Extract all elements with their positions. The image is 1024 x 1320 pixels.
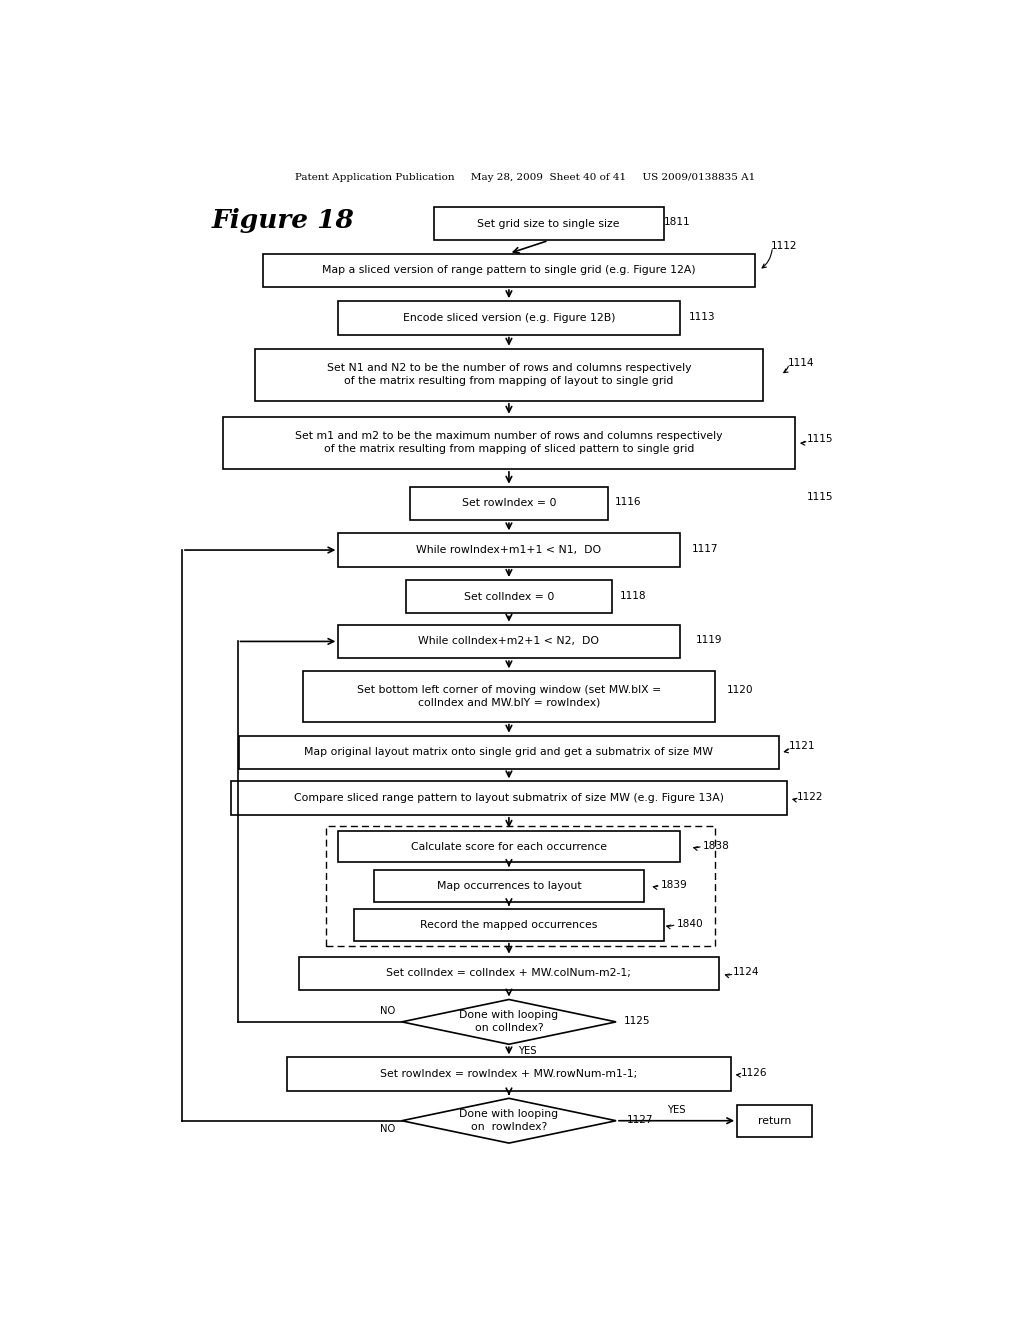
Text: 1117: 1117: [691, 544, 718, 554]
Polygon shape: [401, 1098, 616, 1143]
Text: Set colIndex = colIndex + MW.colNum-m2-1;: Set colIndex = colIndex + MW.colNum-m2-1…: [386, 969, 632, 978]
Text: 1121: 1121: [790, 741, 815, 751]
Text: 1840: 1840: [677, 919, 703, 929]
FancyBboxPatch shape: [338, 533, 680, 566]
Text: Map occurrences to layout: Map occurrences to layout: [436, 880, 582, 891]
Text: Done with looping
on colIndex?: Done with looping on colIndex?: [460, 1011, 558, 1034]
FancyBboxPatch shape: [263, 253, 755, 286]
Text: 1114: 1114: [787, 358, 814, 367]
FancyBboxPatch shape: [737, 1105, 812, 1137]
Text: return: return: [758, 1115, 792, 1126]
Text: Figure 18: Figure 18: [211, 209, 354, 234]
Text: 1120: 1120: [726, 685, 753, 694]
Text: Set N1 and N2 to be the number of rows and columns respectively
of the matrix re: Set N1 and N2 to be the number of rows a…: [327, 363, 691, 387]
Text: Map original layout matrix onto single grid and get a submatrix of size MW: Map original layout matrix onto single g…: [304, 747, 714, 758]
Text: Patent Application Publication     May 28, 2009  Sheet 40 of 41     US 2009/0138: Patent Application Publication May 28, 2…: [295, 173, 755, 182]
Text: 1112: 1112: [771, 242, 798, 251]
Text: 1115: 1115: [807, 492, 834, 502]
Text: YES: YES: [518, 1045, 537, 1056]
Text: 1839: 1839: [660, 880, 687, 890]
Text: 1126: 1126: [740, 1068, 767, 1078]
Text: Set bottom left corner of moving window (set MW.blX =
colIndex and MW.blY = rowI: Set bottom left corner of moving window …: [356, 685, 662, 708]
FancyBboxPatch shape: [239, 735, 779, 770]
Text: Set rowIndex = rowIndex + MW.rowNum-m1-1;: Set rowIndex = rowIndex + MW.rowNum-m1-1…: [380, 1069, 638, 1078]
Text: 1122: 1122: [797, 792, 823, 803]
Text: 1811: 1811: [664, 216, 690, 227]
FancyBboxPatch shape: [303, 672, 715, 722]
Text: 1127: 1127: [627, 1115, 653, 1125]
FancyBboxPatch shape: [255, 348, 763, 401]
FancyBboxPatch shape: [433, 207, 664, 240]
Text: 1113: 1113: [689, 312, 716, 322]
FancyBboxPatch shape: [338, 830, 680, 862]
FancyBboxPatch shape: [410, 487, 608, 520]
Text: Set colIndex = 0: Set colIndex = 0: [464, 591, 554, 602]
Text: Set grid size to single size: Set grid size to single size: [477, 219, 620, 228]
Text: While colIndex+m2+1 < N2,  DO: While colIndex+m2+1 < N2, DO: [419, 636, 599, 647]
Text: Set m1 and m2 to be the maximum number of rows and columns respectively
of the m: Set m1 and m2 to be the maximum number o…: [295, 432, 723, 454]
FancyBboxPatch shape: [223, 417, 795, 469]
FancyBboxPatch shape: [287, 1057, 731, 1090]
Text: 1115: 1115: [807, 434, 834, 444]
Text: NO: NO: [380, 1125, 395, 1134]
FancyBboxPatch shape: [338, 624, 680, 659]
Text: While rowIndex+m1+1 < N1,  DO: While rowIndex+m1+1 < N1, DO: [417, 545, 601, 554]
Text: NO: NO: [380, 1006, 395, 1016]
Text: 1118: 1118: [620, 591, 647, 601]
FancyBboxPatch shape: [338, 301, 680, 335]
Text: 1124: 1124: [733, 968, 759, 977]
Text: Calculate score for each occurrence: Calculate score for each occurrence: [411, 842, 607, 851]
FancyBboxPatch shape: [354, 909, 664, 941]
Text: Set rowIndex = 0: Set rowIndex = 0: [462, 499, 556, 508]
Text: 1116: 1116: [615, 498, 642, 507]
FancyBboxPatch shape: [231, 781, 786, 814]
Text: YES: YES: [668, 1105, 686, 1115]
FancyBboxPatch shape: [406, 579, 612, 614]
Text: 1838: 1838: [702, 841, 729, 850]
Text: 1119: 1119: [696, 635, 723, 645]
Polygon shape: [401, 999, 616, 1044]
Text: 1125: 1125: [624, 1016, 650, 1026]
Text: Encode sliced version (e.g. Figure 12B): Encode sliced version (e.g. Figure 12B): [402, 313, 615, 323]
FancyBboxPatch shape: [299, 957, 719, 990]
Text: Record the mapped occurrences: Record the mapped occurrences: [420, 920, 598, 929]
Text: Compare sliced range pattern to layout submatrix of size MW (e.g. Figure 13A): Compare sliced range pattern to layout s…: [294, 793, 724, 803]
FancyBboxPatch shape: [374, 870, 644, 902]
Text: Done with looping
on  rowIndex?: Done with looping on rowIndex?: [460, 1109, 558, 1133]
Text: Map a sliced version of range pattern to single grid (e.g. Figure 12A): Map a sliced version of range pattern to…: [323, 265, 695, 276]
